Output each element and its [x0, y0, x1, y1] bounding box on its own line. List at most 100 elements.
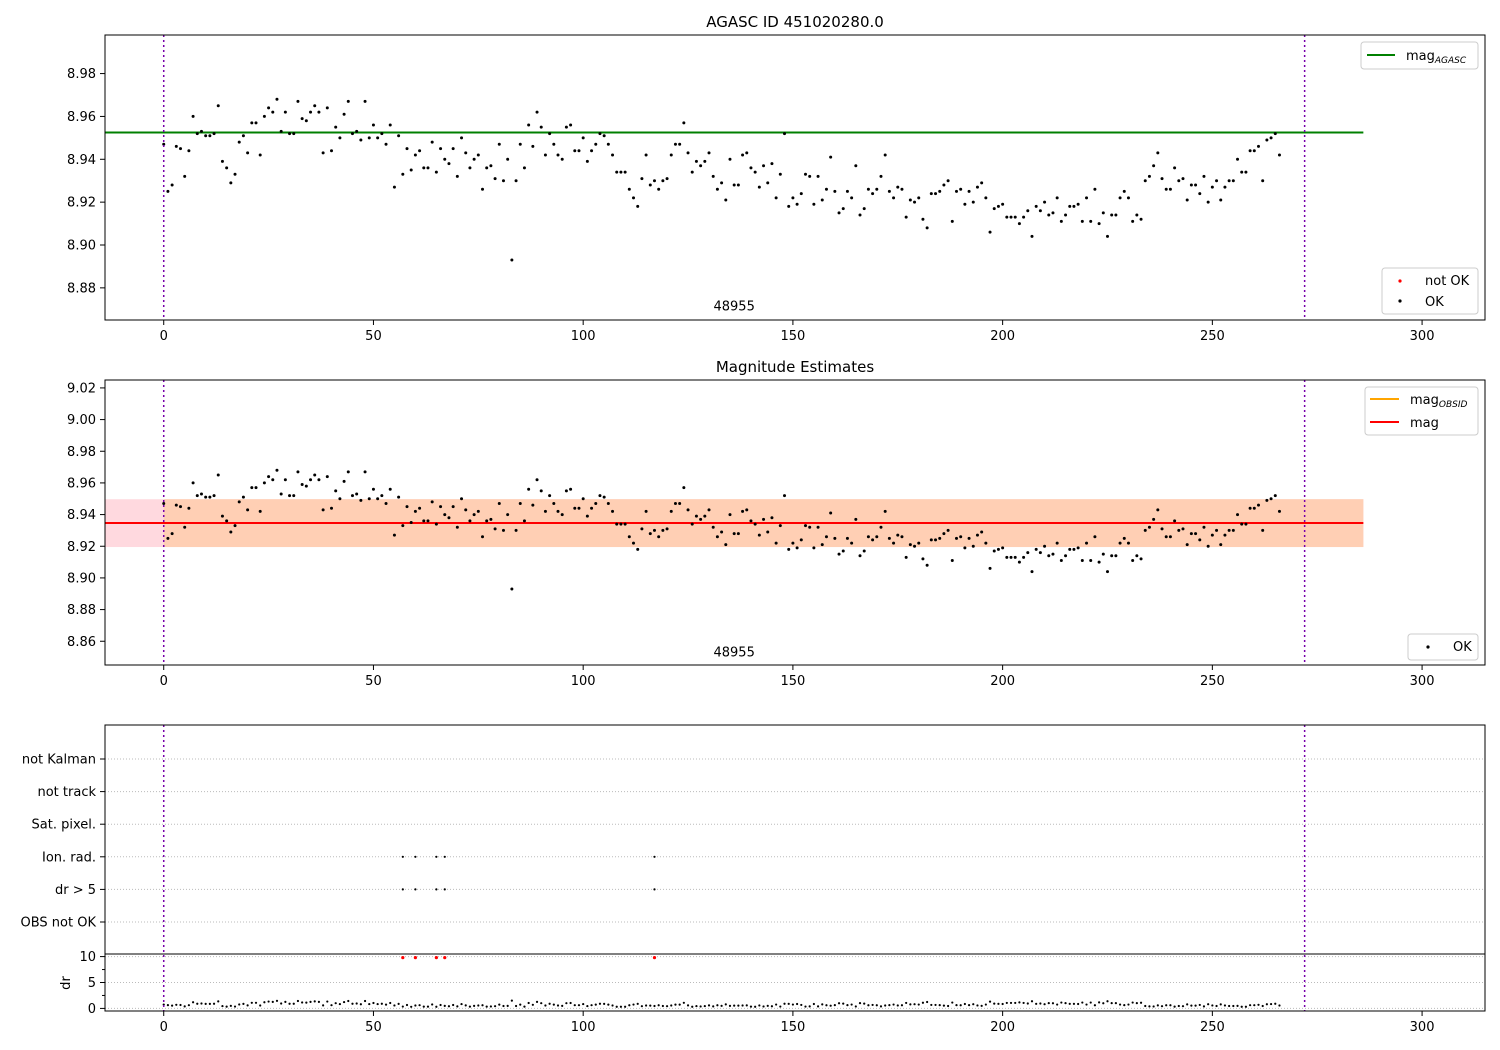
mag-point	[258, 509, 262, 513]
dr-point	[972, 1003, 975, 1006]
mag-point	[1177, 179, 1181, 183]
dr-point	[1202, 1005, 1206, 1008]
dr-point	[733, 1004, 736, 1007]
mag-point	[841, 207, 845, 211]
mag-point	[950, 559, 954, 562]
mag-point	[292, 132, 296, 136]
dr-point	[779, 1005, 782, 1008]
dr-point	[967, 1003, 971, 1007]
dr-point	[380, 1002, 383, 1005]
legend-agasc-label: mag	[1406, 49, 1435, 64]
mag-point	[506, 157, 510, 161]
mag-point	[313, 473, 317, 477]
mag-point	[300, 483, 304, 486]
dr-point	[955, 1003, 958, 1007]
dr-point	[221, 1004, 224, 1008]
mag-point	[216, 104, 220, 108]
mag-point	[774, 196, 778, 200]
mag-point	[1181, 177, 1185, 181]
agasc-line-legend: magAGASC	[1360, 41, 1479, 70]
mag-point	[174, 144, 178, 148]
x-tick-label: 0	[160, 329, 168, 344]
mag-point	[384, 142, 388, 146]
dr-point	[976, 1004, 979, 1007]
mag-point	[854, 517, 858, 521]
dr-point	[1261, 1004, 1264, 1008]
mag-point	[543, 153, 547, 157]
dr-point	[825, 1004, 828, 1007]
mag-point	[892, 541, 896, 545]
mag-point	[1269, 497, 1273, 501]
dr-point	[854, 1005, 857, 1008]
dr-point	[661, 1004, 664, 1008]
dr-point	[1274, 1002, 1277, 1005]
mag-point	[1038, 209, 1042, 213]
dr-point	[347, 999, 350, 1003]
mag-point	[1194, 183, 1198, 187]
mag-point	[1105, 570, 1109, 574]
mag-point	[686, 151, 690, 155]
mag-point	[577, 149, 581, 153]
mag-point	[355, 129, 359, 133]
mag-point	[1076, 202, 1080, 206]
mag-point	[208, 495, 212, 499]
dr-point	[548, 1002, 551, 1005]
mag-point	[1206, 544, 1210, 548]
mag-point	[212, 494, 216, 498]
mag-point	[187, 506, 191, 510]
dr-point	[754, 1005, 757, 1008]
mag-point	[766, 530, 770, 534]
dr-point	[699, 1005, 702, 1008]
dr-point	[980, 1004, 983, 1007]
dr-point	[179, 1003, 182, 1007]
mag-point	[388, 123, 392, 127]
mag-point	[493, 527, 497, 531]
legend-obsid-label: mag	[1410, 393, 1439, 408]
mag-point	[866, 535, 870, 539]
dr-point	[670, 1004, 673, 1007]
dr-tick-label: 5	[88, 976, 96, 991]
dr-point	[745, 1004, 748, 1007]
mag-point	[527, 123, 531, 127]
mag-point	[908, 543, 912, 547]
dr-point	[561, 1004, 564, 1007]
mag-point	[309, 110, 313, 114]
mag-point	[220, 159, 224, 163]
mag-point	[199, 129, 203, 133]
mag-point	[275, 468, 279, 472]
mag-point	[497, 502, 501, 505]
dr-point	[1026, 1002, 1029, 1005]
mag-point	[246, 508, 250, 512]
mag-point	[279, 492, 283, 496]
mag-point	[829, 511, 833, 515]
mag-point	[694, 514, 698, 518]
flag-row-label: dr > 5	[55, 883, 96, 898]
mag-point	[426, 519, 430, 523]
mag-point	[963, 546, 967, 550]
dr-point	[1135, 1002, 1138, 1005]
mag-point	[1085, 196, 1089, 200]
flag-point	[653, 888, 656, 891]
dr-point	[1127, 1003, 1130, 1006]
mag-point	[233, 172, 237, 176]
y-tick-label: 9.02	[67, 381, 96, 396]
dr-point	[884, 1004, 887, 1007]
mag-point	[745, 151, 749, 155]
flag-row-label: not Kalman	[22, 753, 96, 768]
mag-point	[493, 177, 497, 181]
mag-point	[1227, 179, 1231, 183]
mag-point	[1101, 211, 1105, 215]
dr-point	[607, 1003, 610, 1006]
dr-point	[313, 1000, 316, 1003]
dr-point	[619, 1005, 623, 1008]
mag-point	[837, 552, 841, 556]
dr-point	[1085, 1003, 1088, 1006]
mag-point	[392, 185, 396, 189]
mag-point	[330, 506, 334, 510]
mag-point	[1198, 538, 1202, 542]
mag-point	[1252, 149, 1256, 153]
flags-dr-panel: not Kalman not track Sat. pixel. Ion. rad. d…	[21, 724, 1486, 1035]
dr-point	[1005, 1001, 1008, 1005]
mag-point	[1126, 541, 1130, 545]
mag-point	[225, 166, 229, 170]
